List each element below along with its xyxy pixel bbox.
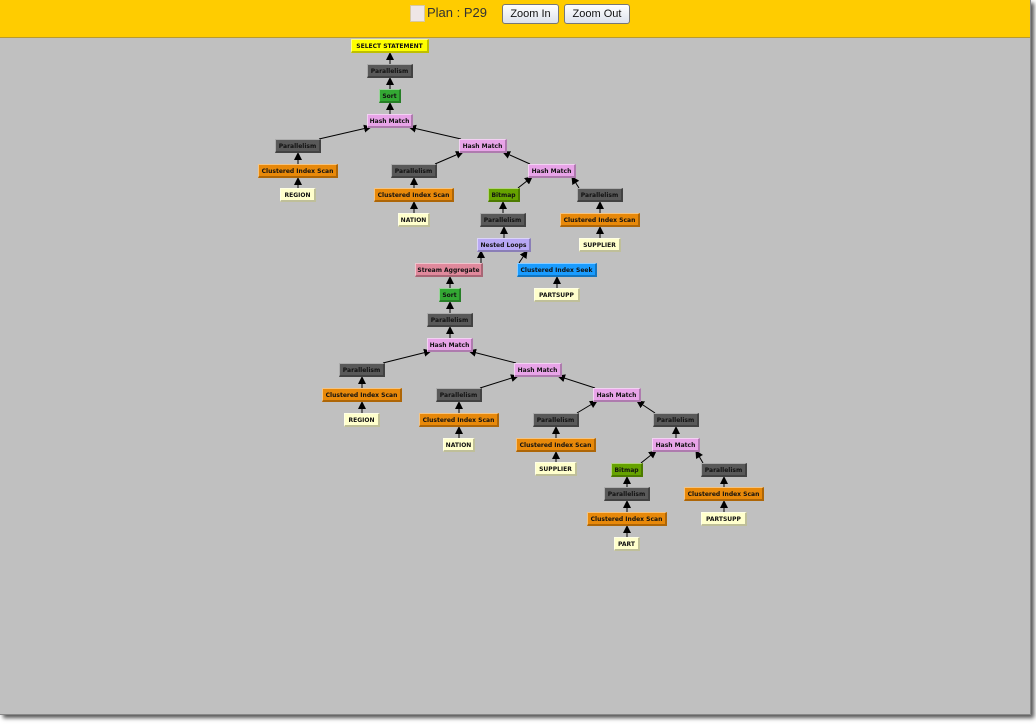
- plan-edge-arrow: [636, 400, 656, 414]
- plan-node-hash-match[interactable]: Hash Match: [528, 164, 576, 178]
- plan-node-hash-match[interactable]: Hash Match: [459, 139, 507, 153]
- plan-edge-arrow: [557, 374, 596, 389]
- plan-edge-arrow: [517, 176, 533, 189]
- zoom-out-button[interactable]: Zoom Out: [564, 4, 630, 24]
- plan-node-parallelism[interactable]: Parallelism: [701, 463, 747, 477]
- plan-node-clustered-index-scan[interactable]: Clustered Index Scan: [322, 388, 402, 402]
- plan-node-supplier[interactable]: SUPPLIER: [579, 238, 621, 252]
- plan-node-parallelism[interactable]: Parallelism: [275, 139, 321, 153]
- plan-edge-arrow: [571, 176, 580, 189]
- plan-node-parallelism[interactable]: Parallelism: [653, 413, 699, 427]
- plan-node-parallelism[interactable]: Parallelism: [339, 363, 385, 377]
- plan-node-hash-match[interactable]: Hash Match: [514, 363, 562, 377]
- plan-edge-arrow: [640, 450, 657, 464]
- plan-node-nation[interactable]: NATION: [443, 438, 475, 452]
- plan-node-region[interactable]: REGION: [344, 413, 380, 427]
- plan-node-clustered-index-scan[interactable]: Clustered Index Scan: [560, 213, 640, 227]
- toolbar: Plan : P29 Zoom In Zoom Out: [0, 0, 1030, 38]
- plan-title: Plan : P29: [427, 5, 487, 20]
- plan-node-parallelism[interactable]: Parallelism: [577, 188, 623, 202]
- plan-node-partsupp[interactable]: PARTSUPP: [534, 288, 580, 302]
- plan-node-hash-match[interactable]: Hash Match: [652, 438, 700, 452]
- plan-node-bitmap[interactable]: Bitmap: [611, 463, 643, 477]
- plan-edge-arrow: [434, 151, 464, 165]
- plan-node-clustered-index-scan[interactable]: Clustered Index Scan: [419, 413, 499, 427]
- plan-node-region[interactable]: REGION: [280, 188, 316, 202]
- plan-node-parallelism[interactable]: Parallelism: [533, 413, 579, 427]
- plan-node-parallelism[interactable]: Parallelism: [604, 487, 650, 501]
- plan-edge-arrow: [695, 450, 704, 464]
- plan-checkbox[interactable]: [410, 5, 425, 22]
- plan-node-sort[interactable]: Sort: [379, 89, 401, 103]
- plan-node-parallelism[interactable]: Parallelism: [480, 213, 526, 227]
- plan-node-parallelism[interactable]: Parallelism: [367, 64, 413, 78]
- plan-node-sort[interactable]: Sort: [439, 288, 461, 302]
- plan-edge-arrow: [468, 348, 517, 364]
- plan-edge-arrow: [479, 374, 519, 389]
- plan-node-clustered-index-scan[interactable]: Clustered Index Scan: [587, 512, 667, 526]
- plan-edge-arrow: [408, 124, 462, 140]
- plan-edge-arrow: [502, 151, 531, 165]
- plan-node-supplier[interactable]: SUPPLIER: [535, 462, 577, 476]
- plan-node-nation[interactable]: NATION: [398, 213, 430, 227]
- plan-node-part[interactable]: PART: [614, 537, 640, 551]
- zoom-in-button[interactable]: Zoom In: [502, 4, 559, 24]
- plan-node-clustered-index-scan[interactable]: Clustered Index Scan: [374, 188, 454, 202]
- plan-node-select-statement[interactable]: SELECT STATEMENT: [351, 39, 429, 53]
- plan-node-hash-match[interactable]: Hash Match: [367, 114, 413, 128]
- plan-edge-arrow: [576, 400, 598, 414]
- plan-node-parallelism[interactable]: Parallelism: [427, 313, 473, 327]
- plan-node-bitmap[interactable]: Bitmap: [488, 188, 520, 202]
- plan-node-hash-match[interactable]: Hash Match: [593, 388, 641, 402]
- plan-node-stream-aggregate[interactable]: Stream Aggregate: [415, 263, 483, 277]
- plan-node-clustered-index-scan[interactable]: Clustered Index Scan: [258, 164, 338, 178]
- plan-node-parallelism[interactable]: Parallelism: [436, 388, 482, 402]
- plan-node-clustered-index-seek[interactable]: Clustered Index Seek: [517, 263, 597, 277]
- plan-node-hash-match[interactable]: Hash Match: [427, 338, 473, 352]
- plan-node-clustered-index-scan[interactable]: Clustered Index Scan: [684, 487, 764, 501]
- plan-node-nested-loops[interactable]: Nested Loops: [477, 238, 531, 252]
- plan-edge-arrow: [518, 250, 528, 264]
- plan-node-parallelism[interactable]: Parallelism: [391, 164, 437, 178]
- plan-node-partsupp[interactable]: PARTSUPP: [701, 512, 747, 526]
- plan-edge-arrow: [318, 124, 372, 140]
- plan-node-clustered-index-scan[interactable]: Clustered Index Scan: [516, 438, 596, 452]
- plan-edge-arrow: [382, 348, 432, 364]
